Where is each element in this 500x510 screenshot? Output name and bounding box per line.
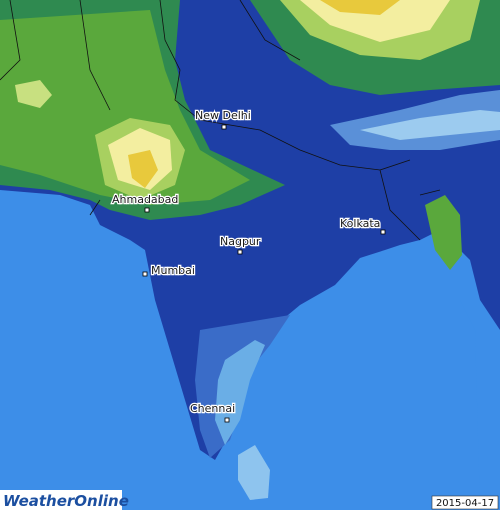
city-label: Mumbai [151,264,195,277]
yellow-zone [15,80,52,108]
city-dot [237,249,243,255]
sea-east [420,230,500,510]
sri-lanka [238,445,270,500]
band [360,110,500,140]
logo: WeatherOnline [3,492,129,510]
date: 2015-04-17 [436,498,494,509]
city-dot [224,417,230,423]
green-zone [425,195,462,270]
city-dot [221,124,227,130]
cities: New Delhi Ahmadabad Nagpur Kolkata Mumba… [111,108,386,423]
logo-box [0,490,122,510]
city-dot [142,271,148,277]
city-label: Kolkata [340,217,380,230]
city-label: Chennai [190,402,235,415]
city-label: Nagpur [220,235,261,248]
yellow-core [128,150,158,188]
yellow-core [320,0,400,15]
date-box [431,495,499,510]
border [0,0,441,241]
city-dot [380,229,386,235]
green-zone [0,10,250,205]
city-label: Ahmadabad [112,193,178,206]
city-dot [144,207,150,213]
city-label: New Delhi [195,109,251,122]
